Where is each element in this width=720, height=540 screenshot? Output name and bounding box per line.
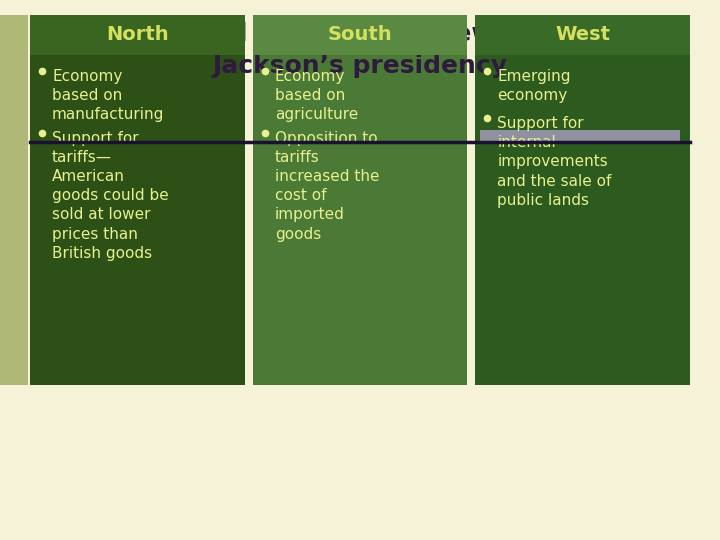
- Bar: [480, 130, 680, 143]
- Bar: [30, 15, 245, 385]
- Bar: [253, 15, 467, 385]
- Text: Opposition to
tariffs
increased the
cost of
imported
goods: Opposition to tariffs increased the cost…: [274, 131, 379, 241]
- Text: Support for
internal
improvements
and the sale of
public lands: Support for internal improvements and th…: [498, 116, 612, 208]
- Text: Economy
based on
manufacturing: Economy based on manufacturing: [52, 69, 164, 123]
- Text: West: West: [555, 25, 610, 44]
- Text: North: North: [106, 25, 168, 44]
- Text: Support for
tariffs—
American
goods could be
sold at lower
prices than
British g: Support for tariffs— American goods coul…: [52, 131, 168, 261]
- Text: Emerging
economy: Emerging economy: [498, 69, 571, 103]
- Text: Economy
based on
agriculture: Economy based on agriculture: [274, 69, 358, 123]
- Bar: [475, 15, 690, 55]
- Bar: [0, 15, 28, 385]
- Bar: [30, 15, 245, 55]
- Bar: [475, 15, 690, 385]
- Text: Regional differences grew during
Jackson’s presidency: Regional differences grew during Jackson…: [124, 22, 596, 78]
- Bar: [253, 15, 467, 55]
- Text: South: South: [328, 25, 392, 44]
